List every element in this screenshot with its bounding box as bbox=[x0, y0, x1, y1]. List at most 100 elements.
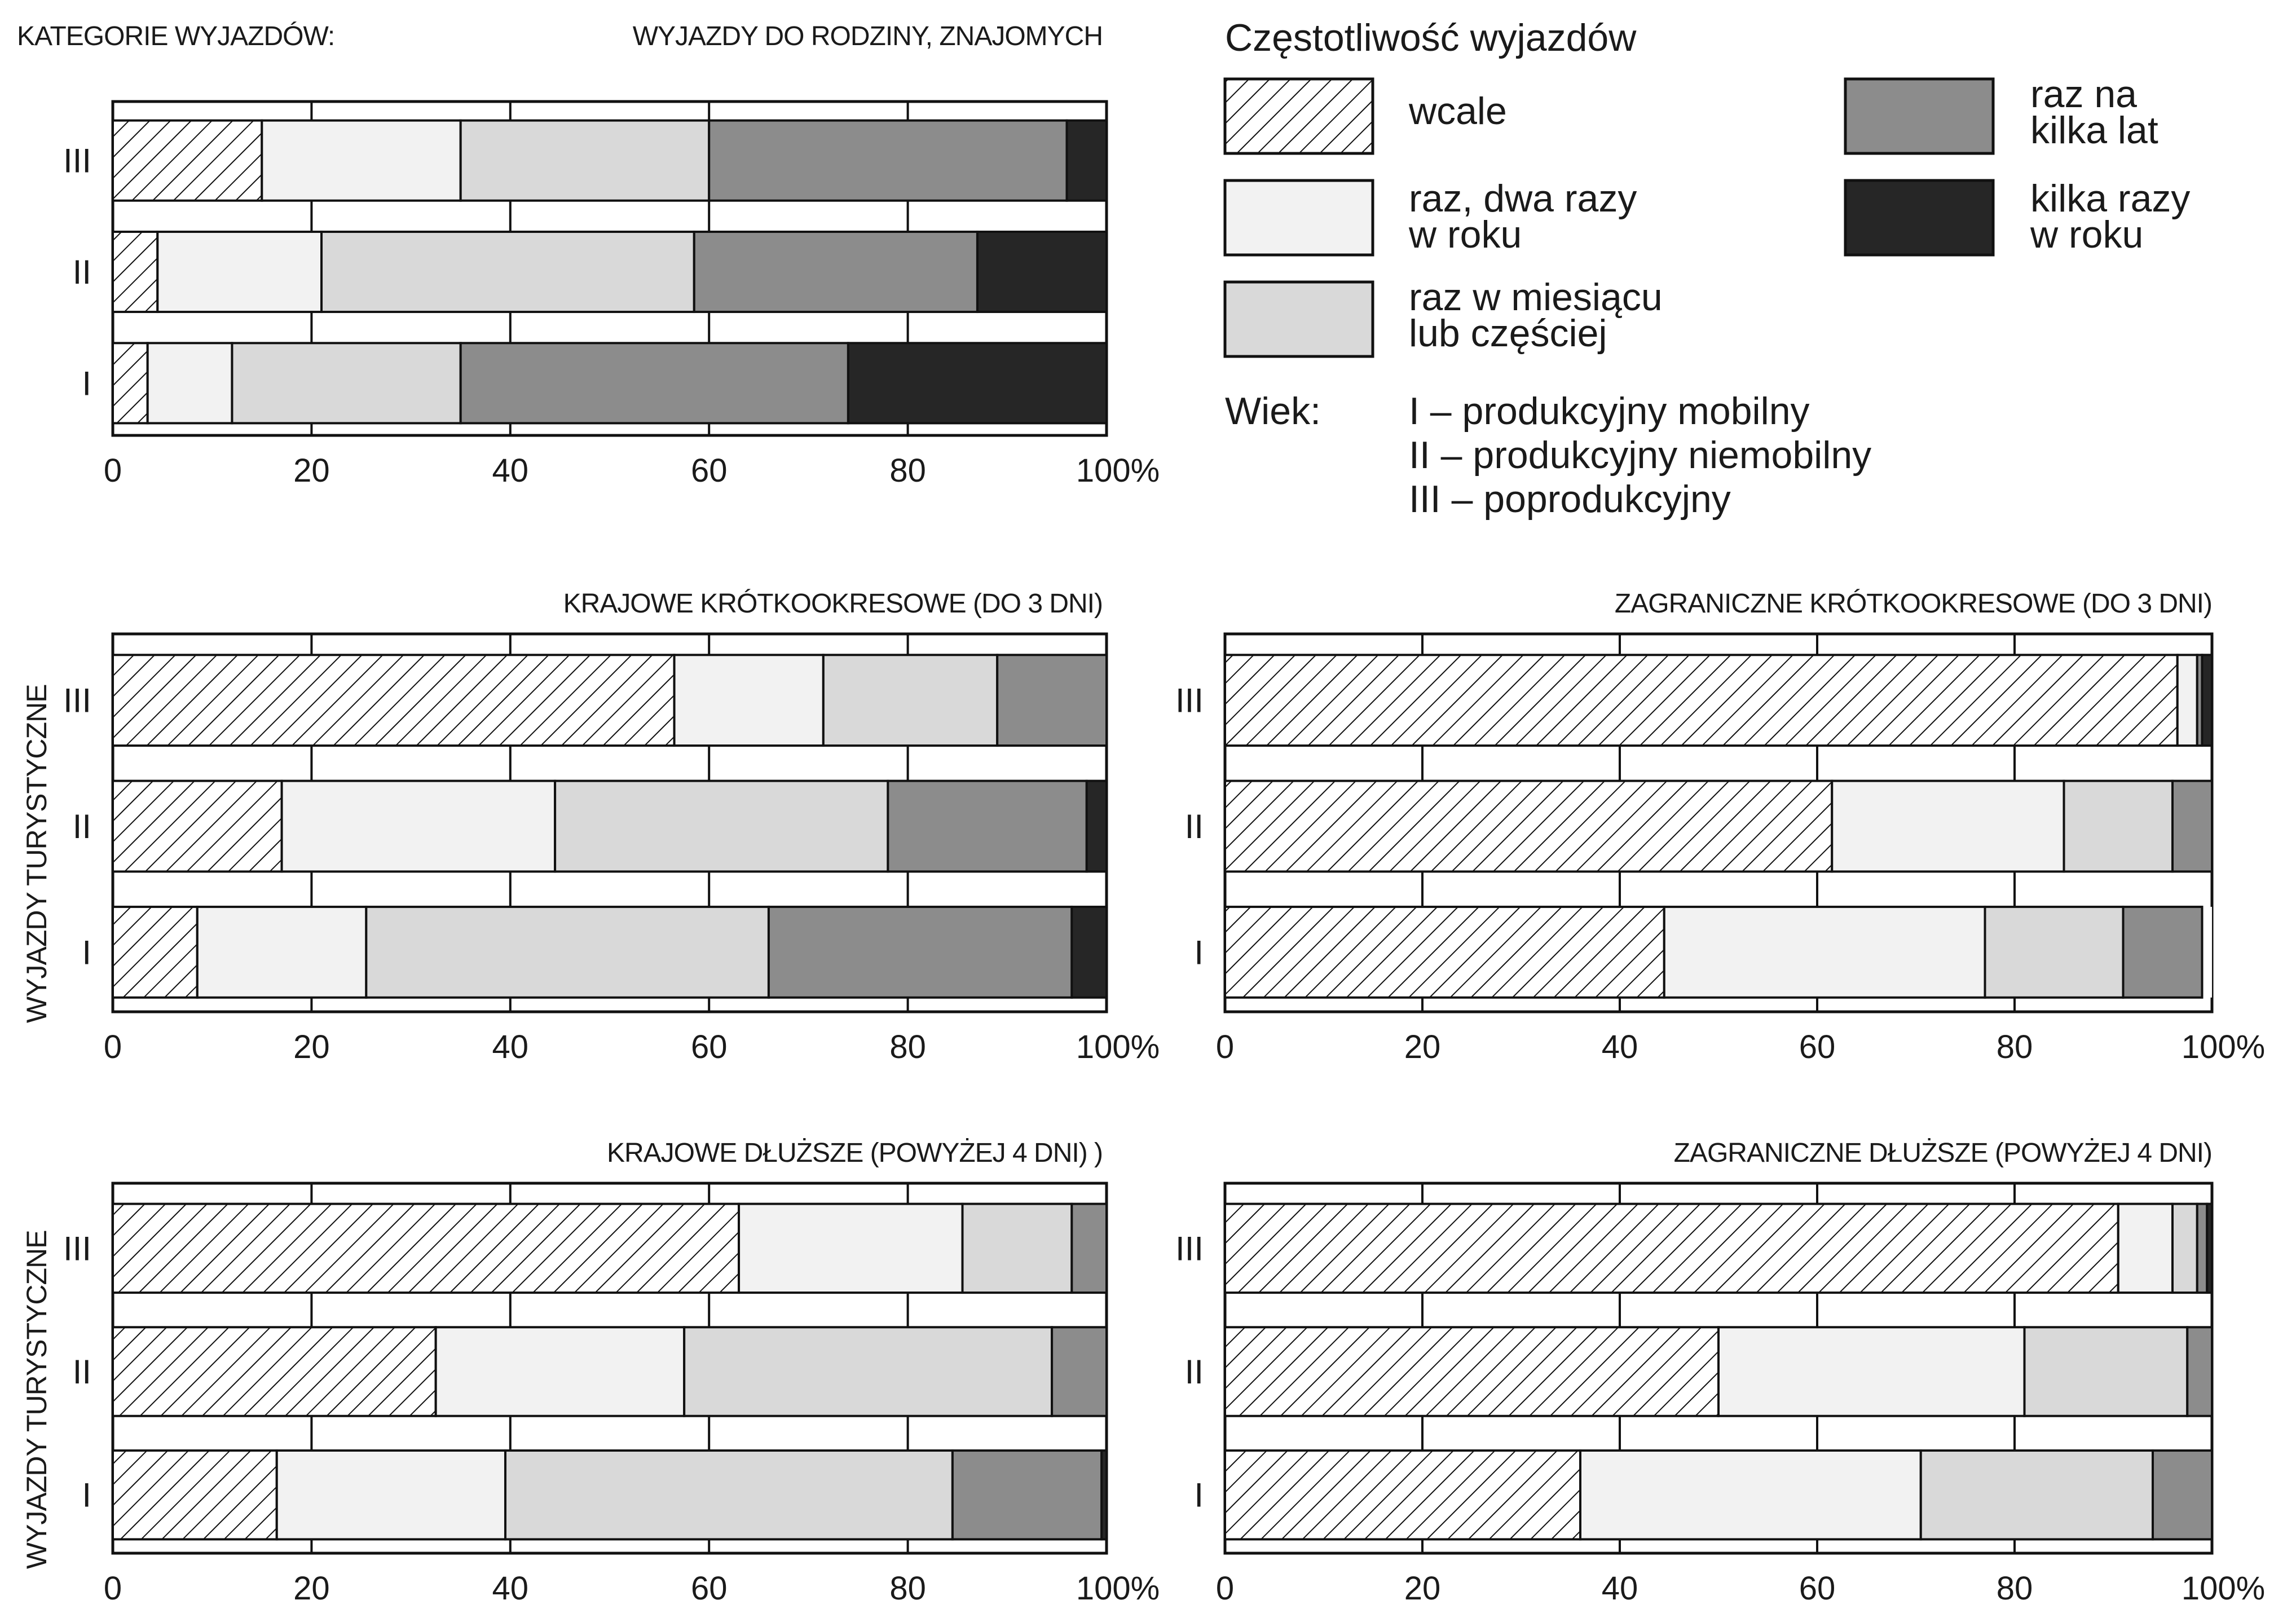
bar-segment-i-kilka-lat bbox=[767, 905, 1073, 999]
bar-segment-ii-kilka-lat bbox=[1051, 1326, 1108, 1417]
category-label-i: I bbox=[82, 933, 91, 971]
legend: Częstotliwość wyjazdów wcale raz, dwa ra… bbox=[1223, 16, 2201, 521]
legend-swatch-miesiac bbox=[1223, 280, 1374, 358]
bar-segment-i-miesiac bbox=[231, 342, 462, 425]
legend-label-kilka-razy-line2: w roku bbox=[2030, 213, 2143, 256]
chart-panel-krajowe-dluzsze: KRAJOWE DŁUŻSZE (POWYŻEJ 4 DNI) )IIIIII0… bbox=[63, 1138, 1160, 1607]
legend-swatch-raz-dwa bbox=[1223, 179, 1374, 257]
x-tick-label: 80 bbox=[889, 1029, 926, 1065]
bar-segment-ii-kilka-lat bbox=[2186, 1326, 2213, 1417]
x-tick-label: 80 bbox=[889, 452, 926, 489]
bar-segment-iii-kilka-lat bbox=[996, 654, 1108, 747]
x-tick-label: 40 bbox=[492, 1570, 529, 1607]
bar-segment-iii-wcale bbox=[1224, 1202, 2119, 1294]
bar-segment-i-raz-dwa bbox=[1579, 1449, 1922, 1541]
x-tick-label: 60 bbox=[691, 452, 728, 489]
bar-segment-iii-raz-dwa bbox=[261, 119, 462, 202]
bar-segment-ii-miesiac bbox=[2023, 1326, 2189, 1417]
legend-swatch-kilka-razy bbox=[1844, 179, 1995, 257]
bar-segment-ii-raz-dwa bbox=[280, 779, 557, 873]
x-tick-label: 40 bbox=[1602, 1570, 1638, 1607]
bar-segment-iii-raz-dwa bbox=[2117, 1202, 2174, 1294]
category-label-iii: III bbox=[1175, 1229, 1204, 1267]
category-label-i: I bbox=[1194, 933, 1204, 971]
legend-age-line-1: I – produkcyjny mobilny bbox=[1409, 390, 1810, 433]
x-tick-label: 20 bbox=[293, 1570, 330, 1607]
bar-segment-i-kilka-razy bbox=[847, 342, 1108, 425]
bar-segment-i-wcale bbox=[1224, 1449, 1581, 1541]
x-tick-label: 20 bbox=[1404, 1029, 1441, 1065]
bar-segment-iii-raz-dwa bbox=[673, 654, 825, 747]
bar-segment-i-wcale bbox=[112, 905, 199, 999]
category-label-ii: II bbox=[1185, 808, 1204, 845]
chart-panel-zagraniczne-krotkookresowe: ZAGRANICZNE KRÓTKOOKRESOWE (DO 3 DNI)III… bbox=[1175, 588, 2265, 1065]
bar-segment-iii-raz-dwa bbox=[2176, 654, 2198, 747]
legend-label-raz-dwa-line1: raz, dwa razy bbox=[1409, 177, 1637, 220]
x-tick-label: 0 bbox=[104, 452, 122, 489]
category-label-ii: II bbox=[73, 1353, 91, 1391]
legend-age-line-2: II – produkcyjny niemobilny bbox=[1409, 434, 1871, 477]
category-label-ii: II bbox=[1185, 1353, 1204, 1391]
x-tick-label: 80 bbox=[889, 1570, 926, 1607]
legend-label-wcale-line1: wcale bbox=[1408, 90, 1507, 133]
panel-title: KRAJOWE KRÓTKOOKRESOWE (DO 3 DNI) bbox=[563, 588, 1103, 619]
legend-label-kilka-lat-line2: kilka lat bbox=[2030, 109, 2158, 152]
bar-segment-iii-wcale bbox=[112, 119, 263, 202]
x-tick-label: 40 bbox=[492, 1029, 529, 1065]
legend-label-wcale: wcale bbox=[1408, 90, 1507, 133]
legend-label-kilka-razy: kilka razy w roku bbox=[2030, 177, 2201, 256]
legend-label-kilka-razy-line1: kilka razy bbox=[2030, 177, 2190, 220]
x-tick-label: 0 bbox=[1216, 1029, 1234, 1065]
bar-segment-iii-wcale bbox=[1224, 654, 2179, 747]
x-tick-label: 20 bbox=[293, 1029, 330, 1065]
bar-segment-ii-raz-dwa bbox=[1831, 779, 2065, 873]
x-tick-label: 100% bbox=[1076, 1029, 1160, 1065]
panel-title: ZAGRANICZNE KRÓTKOOKRESOWE (DO 3 DNI) bbox=[1615, 588, 2212, 619]
x-tick-label: 60 bbox=[691, 1029, 728, 1065]
category-label-iii: III bbox=[63, 142, 91, 180]
x-tick-label: 60 bbox=[691, 1570, 728, 1607]
bar-segment-ii-raz-dwa bbox=[156, 230, 323, 314]
bar-segment-i-wcale bbox=[112, 342, 149, 425]
bar-segment-ii-miesiac bbox=[320, 230, 695, 314]
bar-segment-i-miesiac bbox=[365, 905, 770, 999]
legend-label-miesiac-line1: raz w miesiącu bbox=[1409, 276, 1663, 319]
x-tick-label: 100% bbox=[1076, 452, 1160, 489]
bar-segment-ii-kilka-razy bbox=[976, 230, 1108, 314]
bar-segment-ii-raz-dwa bbox=[434, 1326, 686, 1417]
legend-label-raz-dwa-line2: w roku bbox=[1408, 213, 1522, 256]
x-tick-label: 0 bbox=[104, 1029, 122, 1065]
legend-title: Częstotliwość wyjazdów bbox=[1225, 16, 1637, 59]
bar-segment-ii-wcale bbox=[112, 779, 283, 873]
legend-label-miesiac: raz w miesiącu lub częściej bbox=[1409, 276, 1673, 355]
x-tick-label: 60 bbox=[1799, 1029, 1836, 1065]
bar-segment-iii-miesiac bbox=[822, 654, 999, 747]
category-heading: KATEGORIE WYJAZDÓW: bbox=[17, 21, 334, 51]
legend-swatch-wcale bbox=[1223, 77, 1374, 155]
bar-segment-iii-kilka-razy bbox=[2206, 1202, 2213, 1294]
bar-segment-iii-raz-dwa bbox=[738, 1202, 964, 1294]
bar-segment-ii-miesiac bbox=[683, 1326, 1054, 1417]
legend-swatch-kilka-lat bbox=[1844, 77, 1995, 155]
legend-label-kilka-lat: raz na kilka lat bbox=[2030, 73, 2158, 152]
bar-segment-ii-miesiac bbox=[554, 779, 889, 873]
bar-segment-i-miesiac bbox=[1984, 905, 2125, 999]
bar-segment-i-kilka-lat bbox=[2152, 1449, 2213, 1541]
x-tick-label: 80 bbox=[1997, 1570, 2033, 1607]
bar-segment-ii-kilka-lat bbox=[2171, 779, 2213, 873]
x-tick-label: 0 bbox=[104, 1570, 122, 1607]
x-tick-label: 0 bbox=[1216, 1570, 1234, 1607]
bar-segment-iii-wcale bbox=[112, 654, 676, 747]
bar-segment-i-kilka-lat bbox=[951, 1449, 1103, 1541]
bar-segment-i-raz-dwa bbox=[146, 342, 233, 425]
bar-segment-i-raz-dwa bbox=[1663, 905, 1986, 999]
bar-segment-iii-kilka-razy bbox=[1065, 119, 1108, 202]
bar-segment-i-wcale bbox=[112, 1449, 278, 1541]
bar-segment-i-miesiac bbox=[504, 1449, 954, 1541]
chart-panel-krajowe-krotkookresowe: KRAJOWE KRÓTKOOKRESOWE (DO 3 DNI)IIIIII0… bbox=[63, 588, 1160, 1065]
bar-segment-ii-wcale bbox=[1224, 779, 1834, 873]
bar-segment-iii-wcale bbox=[112, 1202, 741, 1294]
legend-label-raz-dwa: raz, dwa razy w roku bbox=[1408, 177, 1647, 256]
panel-title: KRAJOWE DŁUŻSZE (POWYŻEJ 4 DNI) ) bbox=[607, 1138, 1103, 1168]
